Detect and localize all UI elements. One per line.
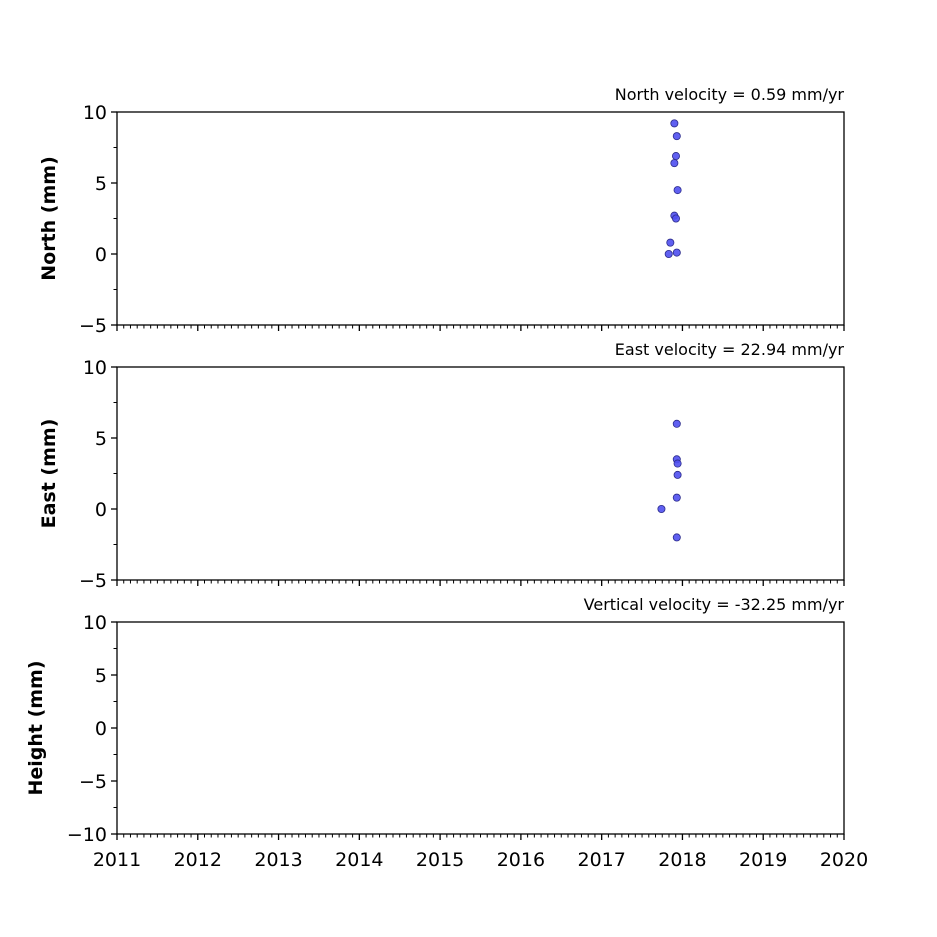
east-ytick-label: 5 — [95, 428, 107, 450]
year-tick-label: 2012 — [174, 849, 222, 871]
east-ytick-label: 0 — [95, 499, 107, 521]
north-data-point — [670, 119, 679, 128]
east-velocity-title: East velocity = 22.94 mm/yr — [615, 340, 845, 359]
east-plot-area — [116, 366, 845, 581]
north-data-point — [672, 132, 681, 141]
north-ytick-label: −5 — [79, 315, 107, 337]
year-tick-label: 2017 — [577, 849, 625, 871]
height-y-axis-label: Height (mm) — [25, 660, 47, 795]
north-data-point — [671, 214, 680, 223]
year-tick-label: 2020 — [820, 849, 868, 871]
year-tick-label: 2011 — [93, 849, 141, 871]
height-velocity-title: Vertical velocity = -32.25 mm/yr — [584, 595, 845, 614]
east-panel: East velocity = 22.94 mm/yr East (mm) −5 0 5… — [38, 340, 845, 592]
east-data-point — [673, 459, 682, 468]
east-ytick-label: 10 — [83, 357, 107, 379]
east-data-point — [672, 419, 681, 428]
year-tick-label: 2018 — [658, 849, 706, 871]
north-ytick-label: 10 — [83, 102, 107, 124]
north-ytick-label: 5 — [95, 173, 107, 195]
height-panel: Vertical velocity = -32.25 mm/yr Height (… — [25, 595, 868, 871]
north-data-point — [666, 238, 675, 247]
north-data-point — [671, 152, 680, 161]
north-panel: North velocity = 0.59 mm/yr North (mm) −5 0… — [38, 85, 845, 337]
height-ytick-label: −10 — [67, 824, 107, 846]
north-y-axis-label: North (mm) — [38, 156, 60, 281]
height-ytick-label: 0 — [95, 718, 107, 740]
east-ytick-label: −5 — [79, 570, 107, 592]
height-ytick-label: 5 — [95, 665, 107, 687]
height-ytick-label: 10 — [83, 612, 107, 634]
year-tick-label: 2015 — [416, 849, 464, 871]
north-velocity-title: North velocity = 0.59 mm/yr — [615, 85, 845, 104]
north-data-point — [670, 159, 679, 168]
year-tick-label: 2013 — [254, 849, 302, 871]
east-data-point — [672, 533, 681, 542]
year-tick-label: 2014 — [335, 849, 383, 871]
north-ytick-label: 0 — [95, 244, 107, 266]
east-y-axis-label: East (mm) — [38, 419, 60, 529]
north-data-point — [672, 248, 681, 257]
year-tick-label: 2016 — [497, 849, 545, 871]
height-plot-area — [116, 621, 845, 835]
north-data-point — [664, 249, 673, 258]
year-tick-label: 2019 — [739, 849, 787, 871]
height-ytick-label: −5 — [79, 771, 107, 793]
north-plot-area — [116, 111, 845, 326]
east-data-point — [672, 493, 681, 502]
east-data-point — [657, 504, 666, 513]
north-data-point — [673, 186, 682, 195]
east-data-point — [673, 470, 682, 479]
